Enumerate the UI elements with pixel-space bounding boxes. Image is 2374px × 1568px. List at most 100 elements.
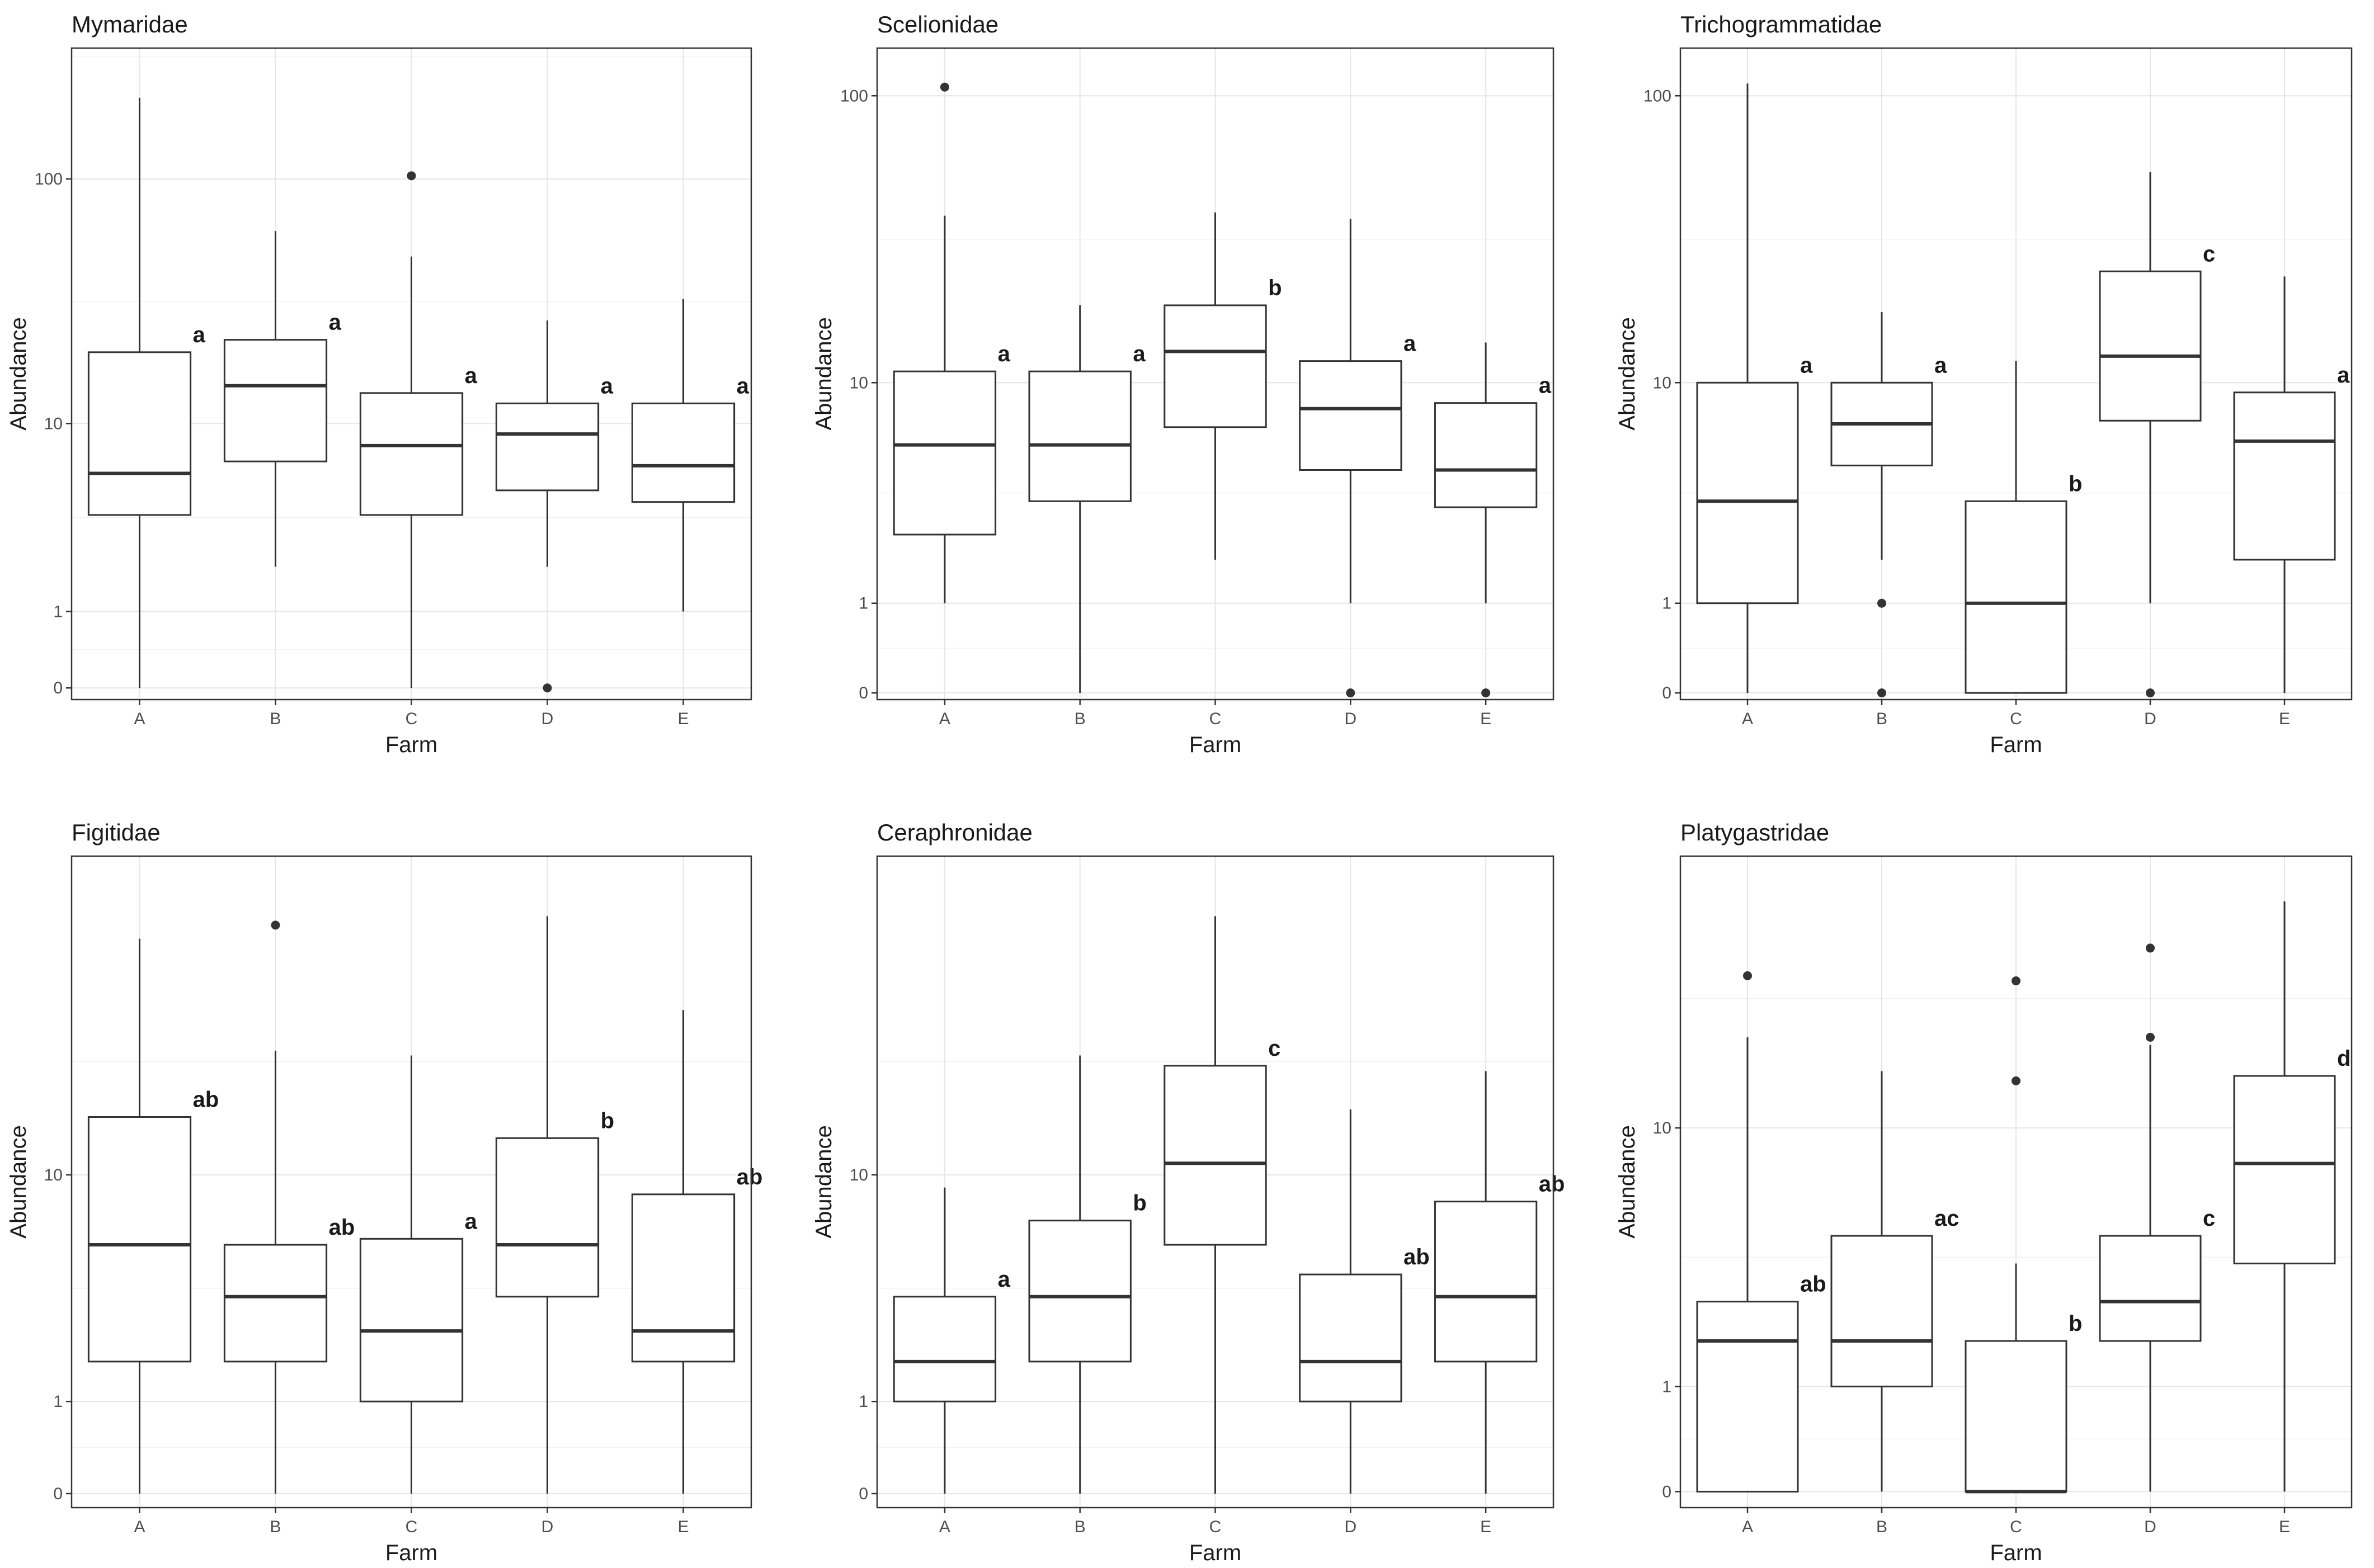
- significance-label: b: [2069, 1311, 2082, 1336]
- y-tick-label: 0: [1662, 684, 1671, 702]
- x-tick-label: C: [2010, 1518, 2022, 1536]
- box-iqr: [223, 1244, 328, 1363]
- significance-label: a: [1133, 342, 1146, 366]
- significance-label: a: [998, 1267, 1011, 1292]
- box-iqr: [631, 1193, 736, 1363]
- box-a: a: [893, 1187, 1011, 1494]
- y-tick-label: 1: [859, 594, 868, 613]
- y-tick-label: 100: [840, 87, 868, 105]
- box-iqr: [1028, 1220, 1132, 1363]
- y-tick-label: 0: [859, 1485, 868, 1503]
- significance-label: b: [601, 1108, 614, 1133]
- box-iqr: [1299, 360, 1402, 471]
- x-tick-label: E: [1480, 710, 1491, 728]
- box-iqr: [495, 402, 600, 492]
- significance-label: a: [737, 374, 750, 398]
- box-iqr: [2099, 1235, 2202, 1342]
- panel-title: Mymaridae: [72, 11, 188, 37]
- box-e: d: [2233, 901, 2351, 1492]
- significance-label: a: [1403, 332, 1416, 356]
- box-iqr: [495, 1137, 600, 1298]
- box-iqr: [87, 351, 192, 516]
- y-tick-label: 100: [35, 170, 63, 188]
- panel-title: Figitidae: [72, 819, 161, 846]
- box-iqr: [1028, 370, 1132, 502]
- significance-label: a: [1800, 353, 1813, 377]
- x-tick-label: B: [1876, 710, 1887, 728]
- box-a: a: [1696, 83, 1813, 693]
- box-iqr: [2099, 270, 2202, 422]
- significance-label: b: [1133, 1191, 1146, 1216]
- box-b: a: [223, 231, 342, 567]
- y-tick-label: 1: [859, 1392, 868, 1411]
- box-iqr: [631, 402, 736, 503]
- box-iqr: [893, 370, 997, 536]
- panel-title: Scelionidae: [877, 11, 998, 37]
- x-tick-label: E: [2279, 1518, 2290, 1536]
- outlier-point: [2146, 943, 2155, 953]
- x-tick-label: E: [2279, 710, 2290, 728]
- box-d: ab: [1299, 1109, 1430, 1494]
- box-b: a: [1028, 305, 1146, 693]
- panel-platygastridae: ab ac b c d 0 1 10 A B C D E Platygastridae Farm Abunda…: [1615, 819, 2353, 1565]
- outlier-point: [1743, 971, 1752, 980]
- box-iqr: [1696, 381, 1799, 604]
- y-tick-label: 0: [53, 1485, 63, 1503]
- box-c: b: [1965, 361, 2082, 694]
- x-tick-label: E: [677, 710, 689, 728]
- x-axis-title: Farm: [1990, 733, 2042, 757]
- outlier-point: [1346, 688, 1355, 698]
- box-e: a: [2233, 276, 2350, 693]
- y-tick-label: 10: [850, 374, 868, 392]
- outlier-point: [543, 683, 552, 693]
- box-iqr: [87, 1116, 192, 1363]
- x-tick-label: A: [1742, 710, 1753, 728]
- y-axis-title: Abundance: [6, 317, 31, 430]
- x-tick-label: A: [134, 1518, 145, 1536]
- x-axis-title: Farm: [385, 1541, 437, 1565]
- box-iqr: [1830, 1235, 1933, 1387]
- box-c: b: [1164, 212, 1282, 560]
- panel-title: Platygastridae: [1680, 819, 1829, 846]
- y-tick-label: 10: [1653, 374, 1671, 392]
- significance-label: ab: [1539, 1172, 1565, 1197]
- box-iqr: [1434, 402, 1538, 508]
- significance-label: a: [329, 310, 342, 335]
- box-iqr: [1299, 1273, 1402, 1402]
- box-iqr: [359, 1238, 464, 1402]
- x-tick-label: B: [1876, 1518, 1887, 1536]
- y-tick-label: 10: [850, 1166, 868, 1184]
- significance-label: c: [2203, 1206, 2215, 1231]
- significance-label: a: [601, 374, 614, 398]
- box-d: c: [2099, 943, 2215, 1492]
- outlier-point: [1877, 598, 1886, 608]
- significance-label: a: [1934, 353, 1947, 377]
- box-d: a: [1299, 219, 1416, 698]
- panel-scelionidae: a a b a a 0 1 10 100 A B C D E Scelionidae Farm Abundanc…: [812, 11, 1555, 757]
- x-tick-label: D: [1344, 1518, 1356, 1536]
- outlier-point: [2146, 688, 2155, 698]
- x-axis-title: Farm: [1990, 1541, 2042, 1565]
- significance-label: a: [465, 363, 478, 388]
- x-tick-label: B: [270, 1518, 281, 1536]
- box-iqr: [2233, 1075, 2336, 1264]
- box-iqr: [1965, 500, 2067, 694]
- significance-label: a: [998, 342, 1011, 366]
- panel-title: Ceraphronidae: [877, 819, 1033, 846]
- y-axis-title: Abundance: [812, 1125, 836, 1238]
- significance-label: a: [2337, 363, 2350, 388]
- y-tick-label: 1: [53, 1392, 63, 1411]
- outlier-point: [940, 82, 949, 92]
- significance-label: ab: [1403, 1245, 1430, 1269]
- box-b: b: [1028, 1055, 1147, 1494]
- y-axis-title: Abundance: [812, 317, 836, 430]
- y-tick-label: 1: [53, 603, 63, 621]
- x-tick-label: A: [939, 1518, 950, 1536]
- box-c: b: [1965, 976, 2082, 1494]
- y-axis-title: Abundance: [6, 1125, 31, 1238]
- box-a: ab: [87, 938, 219, 1494]
- box-c: c: [1164, 916, 1280, 1494]
- box-d: a: [495, 320, 614, 693]
- box-e: ab: [1434, 1071, 1565, 1494]
